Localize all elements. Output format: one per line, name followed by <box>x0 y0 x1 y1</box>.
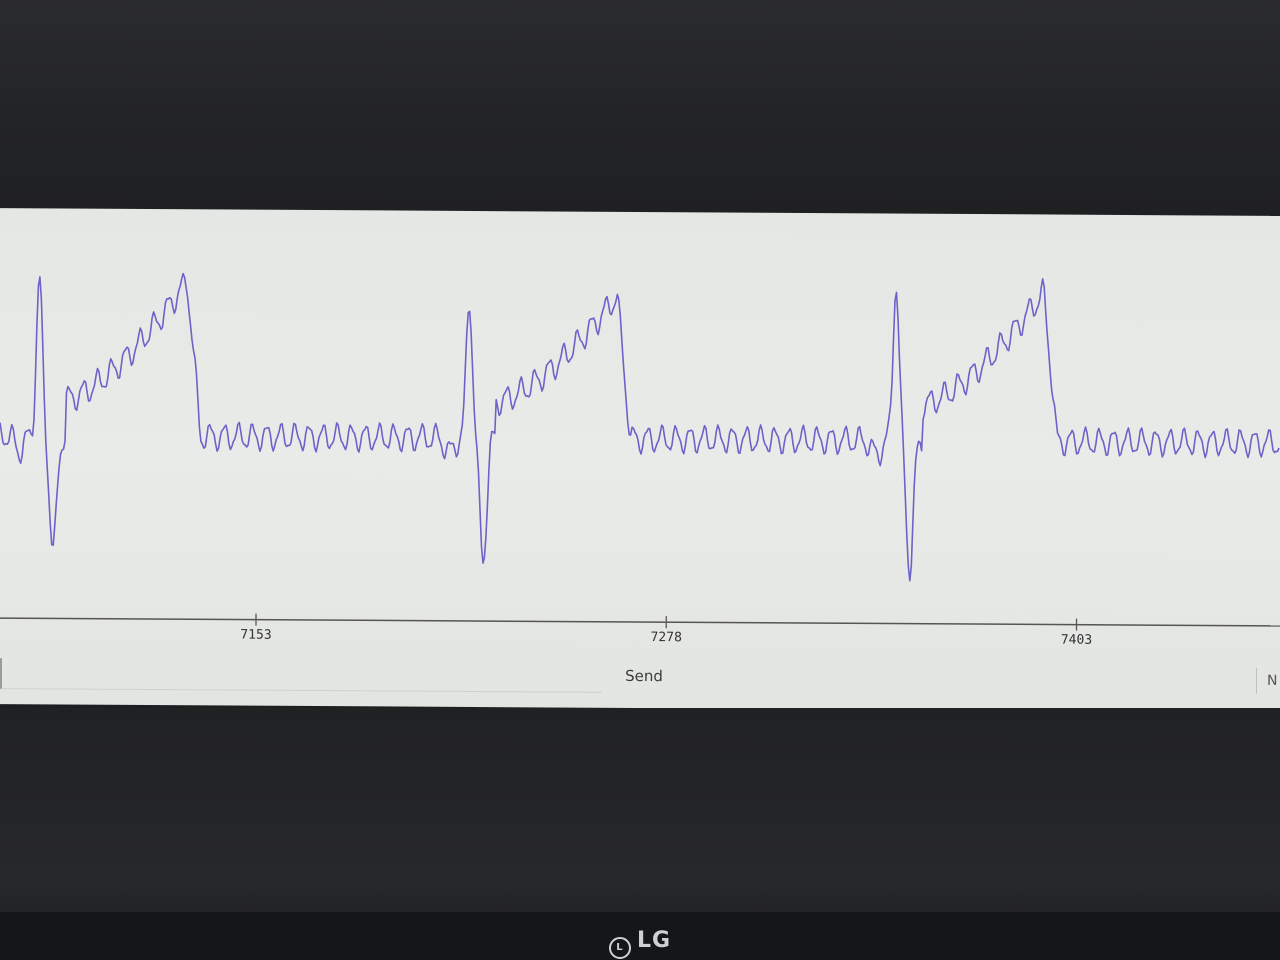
x-tick-label-0: 7153 <box>240 628 271 643</box>
send-row: Send N <box>0 654 1280 700</box>
x-tick-label-2: 7403 <box>1061 633 1092 648</box>
line-ending-select[interactable]: N <box>1256 667 1280 694</box>
x-axis-line <box>0 617 1280 627</box>
serial-plotter-window: 7153 7278 7403 Send N <box>0 208 1280 712</box>
lg-circle-icon: L <box>608 937 631 959</box>
x-tick-label-1: 7278 <box>651 630 682 645</box>
signal-line <box>0 272 1280 582</box>
brand-logo: L LG <box>0 928 1280 959</box>
send-button[interactable]: Send <box>610 660 678 692</box>
serial-input[interactable] <box>0 658 602 693</box>
monitor-bezel-top <box>0 0 1280 215</box>
x-axis-ticks: 7153 7278 7403 <box>240 613 1092 648</box>
monitor-bezel-strip <box>0 912 1280 960</box>
brand-logo-text: LG <box>636 928 672 953</box>
ecg-plot: 7153 7278 7403 <box>0 272 1280 648</box>
